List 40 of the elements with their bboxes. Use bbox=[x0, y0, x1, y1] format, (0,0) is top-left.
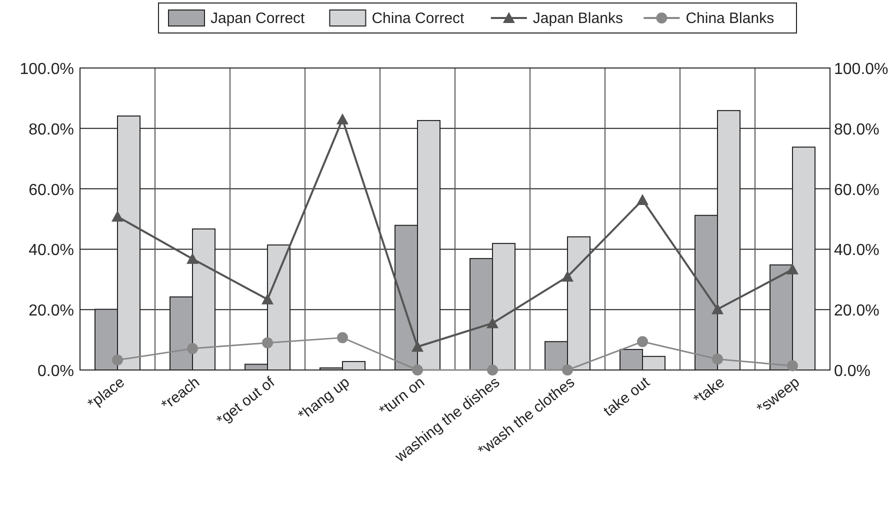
point bbox=[187, 343, 198, 354]
y2-tick-label: 60.0% bbox=[834, 182, 880, 199]
y2-tick-label: 20.0% bbox=[834, 302, 880, 320]
y2-tick-label: 40.0% bbox=[834, 242, 880, 260]
legend-label: China Blanks bbox=[686, 10, 774, 27]
x-tick-label: *take bbox=[690, 374, 728, 408]
point bbox=[112, 354, 123, 366]
x-tick-label: take out bbox=[600, 373, 654, 420]
point bbox=[637, 336, 648, 348]
x-tick-label: *get out of bbox=[214, 373, 279, 430]
point bbox=[262, 293, 274, 304]
point bbox=[487, 364, 498, 376]
y-tick-label: 40.0% bbox=[28, 242, 74, 260]
y-tick-label: 100.0% bbox=[20, 61, 74, 78]
point bbox=[636, 194, 648, 205]
y2-tick-label: 100.0% bbox=[834, 61, 888, 78]
y2-tick-label: 80.0% bbox=[834, 121, 880, 138]
legend-label: China Correct bbox=[372, 10, 466, 27]
y2-tick-label: 0.0% bbox=[834, 363, 870, 380]
legend-label: Japan Blanks bbox=[532, 10, 623, 27]
x-tick-label: *turn on bbox=[376, 374, 428, 420]
point bbox=[562, 270, 574, 282]
point bbox=[336, 113, 348, 124]
y-tick-label: 20.0% bbox=[28, 302, 74, 320]
y-tick-label: 0.0% bbox=[38, 363, 74, 380]
point bbox=[787, 360, 798, 372]
point bbox=[337, 332, 348, 344]
point bbox=[562, 364, 573, 376]
point bbox=[486, 317, 498, 328]
legend-label: Japan Correct bbox=[210, 10, 306, 27]
point bbox=[412, 364, 423, 376]
point bbox=[712, 303, 724, 314]
point bbox=[186, 252, 198, 264]
point bbox=[412, 340, 424, 352]
point bbox=[262, 337, 273, 348]
point bbox=[786, 263, 798, 274]
point bbox=[112, 210, 124, 222]
y-tick-label: 80.0% bbox=[28, 121, 74, 138]
y-tick-label: 60.0% bbox=[28, 182, 74, 199]
point bbox=[712, 354, 723, 365]
